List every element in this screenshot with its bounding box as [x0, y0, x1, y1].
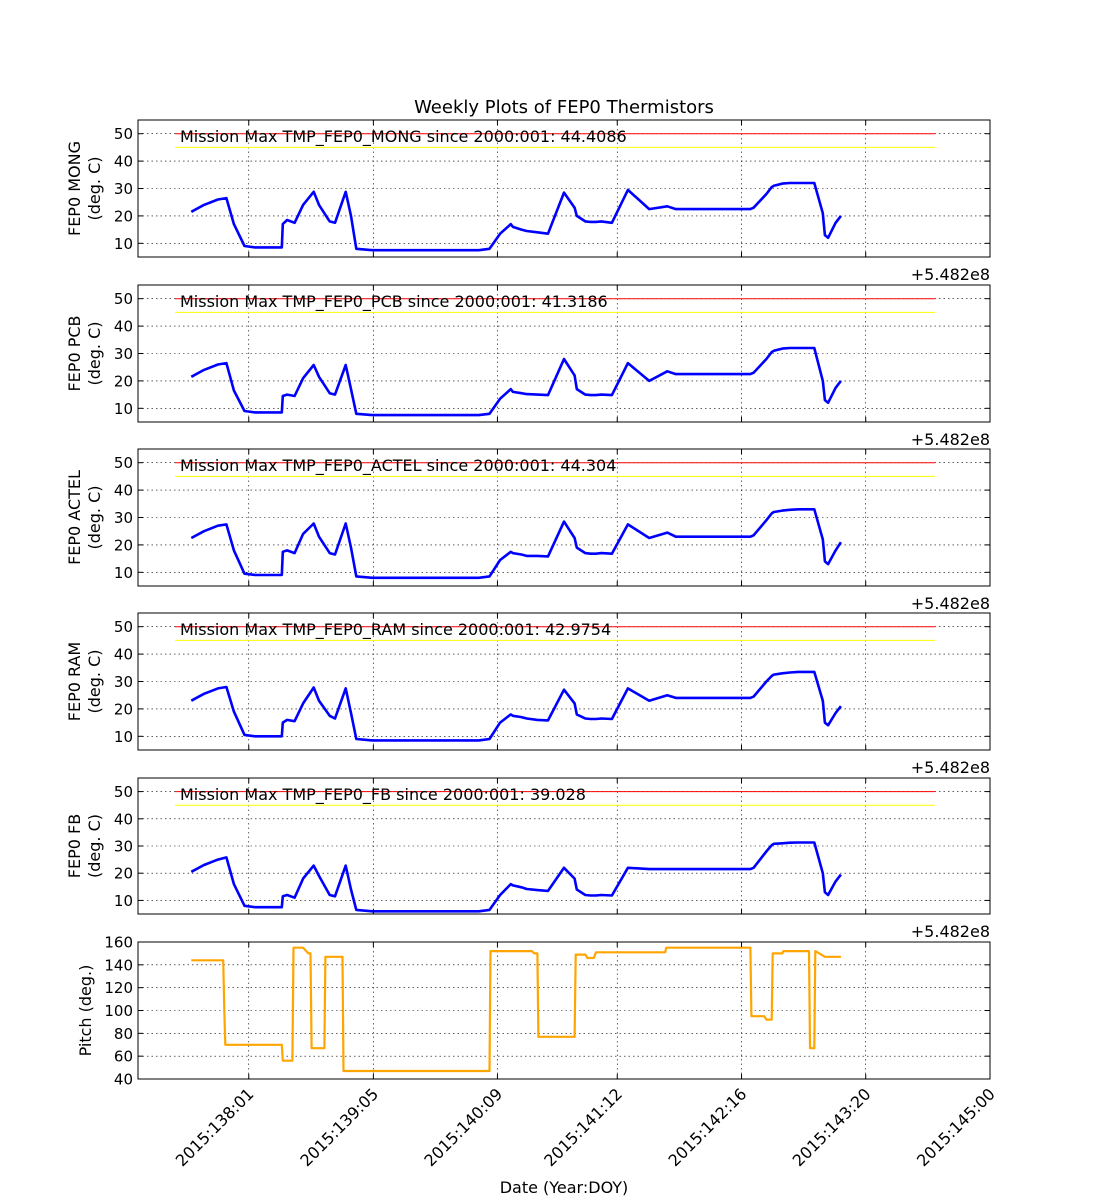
x-offset-label: +5.482e8 — [911, 922, 990, 941]
y-tick-label: 30 — [114, 838, 133, 856]
x-tick-label: 2015:140:09 — [420, 1084, 506, 1170]
temperature-series-line — [190, 670, 842, 742]
panel-3: 10 20 30 40 50 FEP0 ACTEL (deg. C) Mission Max … — [65, 448, 991, 613]
y-tick-label: 20 — [114, 700, 133, 718]
panel-1: 10 20 30 40 50 FEP0 MONG (deg. C) Mission Max T… — [65, 119, 991, 284]
y-tick-label: 40 — [114, 153, 133, 171]
temperature-series-line — [190, 346, 842, 417]
y-tick-label: 20 — [114, 372, 133, 390]
y-axis-label: FEP0 FB — [65, 814, 84, 878]
y-tick-label: 30 — [114, 345, 133, 363]
y-tick-label: 50 — [114, 125, 133, 143]
y-tick-label: 60 — [114, 1048, 133, 1066]
x-tick-label: 2015:143:20 — [789, 1084, 875, 1170]
y-tick-label: 40 — [114, 646, 133, 664]
y-tick-label: 40 — [114, 318, 133, 336]
mission-max-annotation: Mission Max TMP_FEP0_FB since 2000:001: … — [180, 785, 586, 805]
y-tick-label: 10 — [114, 235, 133, 253]
y-axis-label: FEP0 MONG — [65, 141, 84, 236]
y-axis-unit-label: (deg. C) — [85, 486, 104, 550]
y-tick-label: 40 — [114, 1071, 133, 1089]
x-offset-label: +5.482e8 — [911, 758, 990, 777]
x-tick-label: 2015:142:16 — [665, 1084, 751, 1170]
y-axis-unit-label: (deg. C) — [85, 814, 104, 878]
x-tick-label: 2015:139:05 — [296, 1084, 382, 1170]
y-axis-label: FEP0 PCB — [65, 315, 84, 391]
panel-6: 40 60 80 100 120 140 160 Pitch (deg.) 2015:138:0… — [76, 934, 999, 1171]
x-offset-label: +5.482e8 — [911, 594, 990, 613]
figure-title: Weekly Plots of FEP0 Thermistors — [414, 97, 714, 118]
y-tick-label: 30 — [114, 180, 133, 198]
plot-frame — [137, 941, 991, 1080]
panel-5: 10 20 30 40 50 FEP0 FB (deg. C) Mission Max TMP… — [65, 777, 991, 941]
y-tick-label: 10 — [114, 564, 133, 582]
y-tick-label: 10 — [114, 728, 133, 746]
x-offset-label: +5.482e8 — [911, 430, 990, 449]
mission-max-annotation: Mission Max TMP_FEP0_MONG since 2000:001… — [180, 127, 627, 147]
y-tick-label: 50 — [114, 783, 133, 801]
y-tick-label: 30 — [114, 509, 133, 527]
pitch-series-line — [191, 946, 841, 1073]
x-offset-label: +5.482e8 — [911, 265, 990, 284]
temperature-series-line — [190, 841, 842, 913]
y-tick-label: 20 — [114, 207, 133, 225]
y-tick-label: 10 — [114, 400, 133, 418]
y-tick-label: 20 — [114, 536, 133, 554]
y-tick-label: 30 — [114, 673, 133, 691]
y-tick-label: 20 — [114, 865, 133, 883]
y-tick-label: 50 — [114, 290, 133, 308]
y-tick-label: 50 — [114, 618, 133, 636]
y-axis-unit-label: (deg. C) — [85, 650, 104, 714]
x-tick-label: 2015:145:00 — [913, 1084, 999, 1170]
y-axis-label: FEP0 RAM — [65, 642, 84, 721]
y-tick-label: 40 — [114, 482, 133, 500]
y-tick-label: 50 — [114, 454, 133, 472]
mission-max-annotation: Mission Max TMP_FEP0_ACTEL since 2000:00… — [180, 456, 616, 476]
y-tick-label: 100 — [104, 1002, 133, 1020]
y-tick-label: 40 — [114, 810, 133, 828]
temperature-series-line — [190, 181, 842, 252]
y-tick-label: 140 — [104, 956, 133, 974]
panel-2: 10 20 30 40 50 FEP0 PCB (deg. C) Mission Max TM… — [65, 284, 991, 449]
y-axis-label: Pitch (deg.) — [76, 965, 95, 1057]
y-tick-label: 80 — [114, 1025, 133, 1043]
temperature-series-line — [190, 507, 842, 580]
y-tick-label: 160 — [104, 934, 133, 952]
y-axis-unit-label: (deg. C) — [85, 322, 104, 386]
y-tick-label: 10 — [114, 892, 133, 910]
x-axis-label: Date (Year:DOY) — [500, 1178, 629, 1197]
mission-max-annotation: Mission Max TMP_FEP0_RAM since 2000:001:… — [180, 620, 611, 640]
y-axis-label: FEP0 ACTEL — [65, 470, 84, 565]
x-tick-label: 2015:141:12 — [540, 1084, 626, 1170]
x-tick-label: 2015:138:01 — [172, 1084, 258, 1170]
y-axis-unit-label: (deg. C) — [85, 157, 104, 221]
y-tick-label: 120 — [104, 979, 133, 997]
mission-max-annotation: Mission Max TMP_FEP0_PCB since 2000:001:… — [180, 292, 608, 312]
panel-4: 10 20 30 40 50 FEP0 RAM (deg. C) Mission Max TM… — [65, 612, 991, 777]
